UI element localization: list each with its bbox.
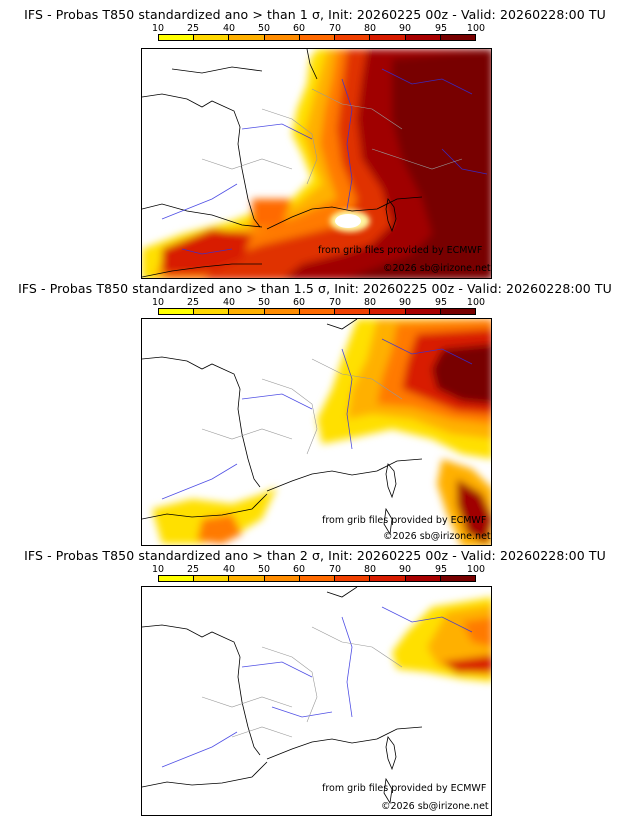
colorbar-swatch: [159, 35, 195, 40]
colorbar-swatch: [159, 309, 195, 314]
colorbar-tick: 40: [222, 297, 236, 308]
colorbar-swatch: [264, 309, 300, 314]
colorbar-swatches: [158, 308, 476, 315]
colorbar-swatch: [335, 309, 371, 314]
colorbar-tick: 50: [257, 297, 271, 308]
probability-map-1sigma: from grib files provided by ECMWF ©2026 …: [141, 48, 492, 279]
colorbar-tick: 10: [151, 564, 165, 575]
colorbar-tick: 10: [151, 297, 165, 308]
probability-map-1-5sigma: from grib files provided by ECMWF ©2026 …: [141, 318, 492, 546]
colorbar-tick: 10: [151, 23, 165, 34]
colorbar-swatches: [158, 575, 476, 582]
colorbar-swatch: [194, 576, 230, 581]
colorbar-tick: 25: [186, 297, 200, 308]
colorbar-swatch: [229, 576, 265, 581]
panel-title: IFS - Probas T850 standardized ano > tha…: [24, 548, 606, 563]
source-credit: from grib files provided by ECMWF: [322, 783, 487, 794]
colorbar-tick: 80: [363, 23, 377, 34]
source-credit: from grib files provided by ECMWF: [318, 245, 483, 256]
copyright-label: ©2026 sb@irizone.net: [383, 263, 491, 274]
colorbar-tick-labels: 10 25 40 50 60 70 80 90 95 100: [152, 23, 485, 34]
colorbar-tick: 80: [363, 564, 377, 575]
colorbar-tick: 60: [292, 23, 306, 34]
colorbar-swatch: [264, 35, 300, 40]
colorbar-swatch: [299, 576, 336, 581]
colorbar-swatch: [194, 309, 230, 314]
colorbar-tick: 50: [257, 564, 271, 575]
colorbar-tick: 90: [398, 297, 412, 308]
colorbar-swatch: [229, 309, 265, 314]
colorbar-swatch: [299, 35, 336, 40]
colorbar-tick-labels: 10 25 40 50 60 70 80 90 95 100: [152, 297, 485, 308]
map-graphic: [142, 49, 491, 278]
panel-title: IFS - Probas T850 standardized ano > tha…: [18, 281, 612, 296]
colorbar-swatch: [440, 309, 475, 314]
source-credit: from grib files provided by ECMWF: [322, 515, 487, 526]
colorbar-tick: 60: [292, 297, 306, 308]
colorbar-tick: 90: [398, 564, 412, 575]
colorbar-swatch: [405, 576, 441, 581]
colorbar-tick: 60: [292, 564, 306, 575]
colorbar-swatch: [370, 35, 406, 40]
copyright-label: ©2026 sb@irizone.net: [383, 531, 491, 542]
panel-2sigma: IFS - Probas T850 standardized ano > tha…: [0, 544, 630, 828]
colorbar-swatches: [158, 34, 476, 41]
colorbar-tick: 25: [186, 23, 200, 34]
map-graphic: [142, 319, 491, 545]
probability-map-2sigma: from grib files provided by ECMWF ©2026 …: [141, 586, 492, 816]
map-graphic: [142, 587, 491, 805]
colorbar-swatch: [335, 576, 371, 581]
panel-title: IFS - Probas T850 standardized ano > tha…: [24, 7, 606, 22]
colorbar-tick: 100: [466, 23, 486, 34]
colorbar-swatch: [440, 576, 475, 581]
colorbar-tick: 90: [398, 23, 412, 34]
copyright-label: ©2026 sb@irizone.net: [381, 801, 489, 812]
colorbar-swatch: [194, 35, 230, 40]
colorbar-tick: 95: [434, 297, 448, 308]
panel-1-5sigma: IFS - Probas T850 standardized ano > tha…: [0, 278, 630, 548]
colorbar-tick: 70: [328, 297, 342, 308]
colorbar: 10 25 40 50 60 70 80 90 95 100: [152, 23, 485, 41]
colorbar-tick: 100: [466, 564, 486, 575]
colorbar-tick: 70: [328, 23, 342, 34]
colorbar-swatch: [370, 309, 406, 314]
colorbar-tick: 25: [186, 564, 200, 575]
colorbar-swatch: [405, 309, 441, 314]
colorbar-tick: 70: [328, 564, 342, 575]
panel-1sigma: IFS - Probas T850 standardized ano > tha…: [0, 0, 630, 280]
colorbar-tick-labels: 10 25 40 50 60 70 80 90 95 100: [152, 564, 485, 575]
colorbar-tick: 95: [434, 23, 448, 34]
colorbar-tick: 100: [466, 297, 486, 308]
colorbar-tick: 50: [257, 23, 271, 34]
colorbar-tick: 40: [222, 564, 236, 575]
colorbar-swatch: [405, 35, 441, 40]
colorbar-swatch: [299, 309, 336, 314]
colorbar-swatch: [440, 35, 475, 40]
colorbar: 10 25 40 50 60 70 80 90 95 100: [152, 297, 485, 315]
colorbar: 10 25 40 50 60 70 80 90 95 100: [152, 564, 485, 582]
colorbar-swatch: [335, 35, 371, 40]
colorbar-swatch: [264, 576, 300, 581]
colorbar-tick: 80: [363, 297, 377, 308]
colorbar-swatch: [229, 35, 265, 40]
colorbar-swatch: [159, 576, 195, 581]
colorbar-swatch: [370, 576, 406, 581]
colorbar-tick: 95: [434, 564, 448, 575]
colorbar-tick: 40: [222, 23, 236, 34]
